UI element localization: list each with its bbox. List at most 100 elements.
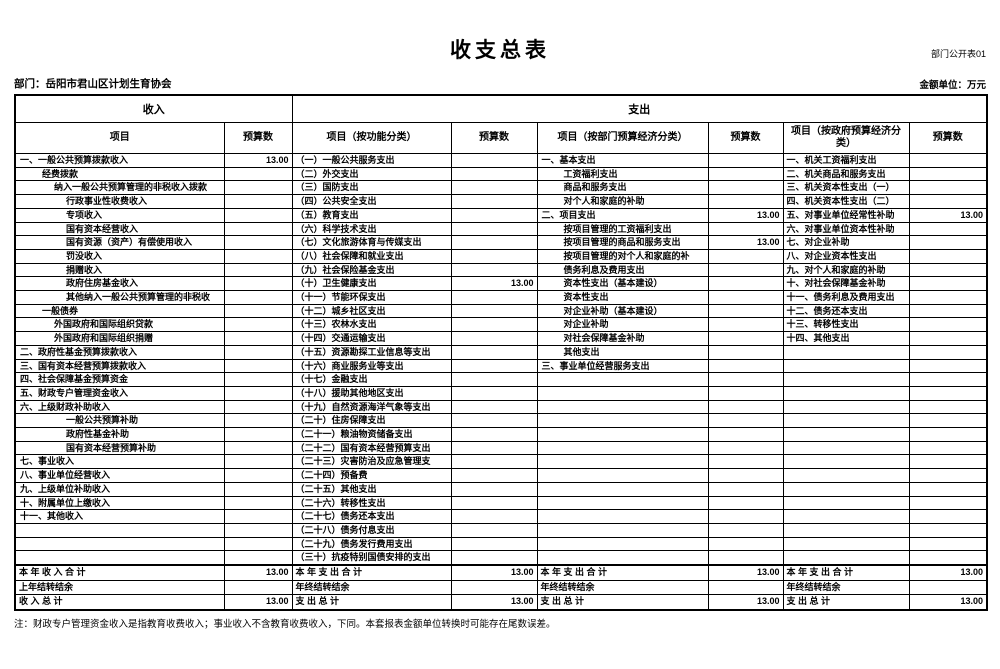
gov-econ-item-cell: 六、对事业单位资本性补助 [782, 221, 910, 237]
function-budget-cell [450, 344, 538, 360]
gov-econ-budget-cell [908, 495, 988, 511]
function-budget-cell [450, 454, 538, 470]
summary-cell: 上年结转结余 [14, 579, 225, 596]
table-row: 二、政府性基金预算拨款收入 （十五）资源勘探工业信息等支出 其他支出 [14, 344, 988, 360]
function-budget-cell [450, 331, 538, 346]
dept-econ-budget-cell [707, 413, 784, 429]
dept-econ-budget-cell [707, 248, 784, 264]
gov-econ-budget-cell [908, 153, 988, 168]
table-row: 三、国有资本经营预算拨款收入 （十六）商业服务业等支出 三、事业单位经营服务支出 [14, 358, 988, 374]
summary-cell: 年终结转结余 [291, 579, 452, 596]
gov-econ-budget-cell [908, 468, 988, 483]
summary-cell: 支 出 总 计 [782, 594, 910, 611]
summary-cell: 收 入 总 计 [14, 594, 225, 611]
gov-econ-item-cell [782, 468, 910, 483]
function-item-cell: （八）社会保障和就业支出 [291, 248, 452, 264]
dept-econ-item-cell: 对企业补助 [536, 317, 709, 333]
gov-econ-item-cell: 十、对社会保障基金补助 [782, 276, 910, 292]
income-item-cell: 国有资本经营收入 [14, 221, 225, 237]
income-item-cell: 三、国有资本经营预算拨款收入 [14, 358, 225, 374]
function-item-cell: （六）科学技术支出 [291, 221, 452, 237]
function-budget-cell [450, 399, 538, 415]
function-item-cell: （十）卫生健康支出 [291, 276, 452, 292]
income-item-cell: 四、社会保障基金预算资金 [14, 372, 225, 387]
gov-econ-item-cell: 十一、债务利息及费用支出 [782, 290, 910, 305]
income-budget-cell [223, 166, 293, 182]
function-item-cell: （一）一般公共服务支出 [291, 153, 452, 168]
dept-econ-item-cell [536, 495, 709, 511]
summary-cell: 本 年 支 出 合 计 [291, 564, 452, 581]
table-row: 九、上级单位补助收入 （二十五）其他支出 [14, 481, 988, 497]
function-item-cell: （十四）交通运输支出 [291, 331, 452, 346]
income-budget-cell [223, 331, 293, 346]
function-budget-cell [450, 153, 538, 168]
summary-cell: 13.00 [450, 564, 538, 581]
table-row: 八、事业单位经营收入 （二十四）预备费 [14, 468, 988, 483]
gov-econ-budget-cell [908, 536, 988, 552]
amount-unit-label: 金额单位：万元 [919, 80, 986, 91]
function-budget-cell [450, 468, 538, 483]
income-budget-cell [223, 440, 293, 456]
income-item-cell: 外国政府和国际组织贷款 [14, 317, 225, 333]
gov-econ-budget-cell [908, 221, 988, 237]
col-header-1: 预算数 [223, 122, 293, 154]
table-row: 国有资本经营收入 （六）科学技术支出 按项目管理的工资福利支出 六、对事业单位资本性补… [14, 221, 988, 237]
income-budget-cell: 13.00 [223, 153, 293, 168]
function-budget-cell [450, 550, 538, 566]
income-item-cell: 一、一般公共预算拨款收入 [14, 153, 225, 168]
dept-econ-budget-cell [707, 153, 784, 168]
gov-econ-budget-cell [908, 427, 988, 442]
dept-econ-budget-cell [707, 468, 784, 483]
gov-econ-budget-cell [908, 481, 988, 497]
function-budget-cell [450, 166, 538, 182]
table-row: （二十九）债务发行费用支出 [14, 536, 988, 552]
gov-econ-item-cell [782, 522, 910, 538]
table-row: 一般公共预算补助 （二十）住房保障支出 [14, 413, 988, 429]
function-item-cell: （四）公共安全支出 [291, 194, 452, 209]
income-budget-cell [223, 522, 293, 538]
dept-econ-budget-cell [707, 427, 784, 442]
gov-econ-budget-cell [908, 194, 988, 209]
table-row: 政府性基金补助 （二十一）粮油物资储备支出 [14, 427, 988, 442]
income-item-cell: 五、财政专户管理资金收入 [14, 385, 225, 401]
dept-econ-item-cell [536, 536, 709, 552]
table-row: 国有资本经营预算补助 （二十二）国有资本经营预算支出 [14, 440, 988, 456]
summary-cell: 支 出 总 计 [536, 594, 709, 611]
gov-econ-item-cell [782, 481, 910, 497]
function-item-cell: （五）教育支出 [291, 207, 452, 223]
summary-cell: 13.00 [223, 564, 293, 581]
function-item-cell: （七）文化旅游体育与传媒支出 [291, 235, 452, 250]
summary-cell: 13.00 [707, 564, 784, 581]
income-budget-cell [223, 468, 293, 483]
dept-econ-budget-cell [707, 180, 784, 196]
income-budget-cell [223, 194, 293, 209]
meta-row: 部门：岳阳市君山区计划生育协会 金额单位：万元 [14, 76, 986, 91]
gov-econ-budget-cell: 13.00 [908, 207, 988, 223]
gov-econ-item-cell: 八、对企业资本性支出 [782, 248, 910, 264]
income-item-cell: 国有资本经营预算补助 [14, 440, 225, 456]
summary-row: 上年结转结余 年终结转结余 年终结转结余 年终结转结余 [14, 579, 988, 596]
gov-econ-item-cell [782, 344, 910, 360]
dept-econ-budget-cell [707, 166, 784, 182]
gov-econ-item-cell [782, 495, 910, 511]
function-budget-cell [450, 221, 538, 237]
summary-row: 收 入 总 计 13.00 支 出 总 计 13.00 支 出 总 计 13.00 支 出 … [14, 594, 988, 611]
income-item-cell: 八、事业单位经营收入 [14, 468, 225, 483]
form-number-label: 部门公开表01 [930, 49, 986, 59]
income-item-cell [14, 522, 225, 538]
income-budget-cell [223, 372, 293, 387]
dept-econ-item-cell: 一、基本支出 [536, 153, 709, 168]
income-budget-cell [223, 317, 293, 333]
gov-econ-budget-cell [908, 358, 988, 374]
gov-econ-item-cell [782, 358, 910, 374]
col-header-4: 项目（按部门预算经济分类） [536, 122, 709, 154]
income-budget-cell [223, 276, 293, 292]
dept-econ-budget-cell [707, 358, 784, 374]
function-item-cell: （二十四）预备费 [291, 468, 452, 483]
gov-econ-budget-cell [908, 180, 988, 196]
dept-econ-item-cell [536, 454, 709, 470]
dept-econ-item-cell: 商品和服务支出 [536, 180, 709, 196]
income-budget-cell [223, 550, 293, 566]
summary-cell [707, 579, 784, 596]
gov-econ-item-cell [782, 440, 910, 456]
